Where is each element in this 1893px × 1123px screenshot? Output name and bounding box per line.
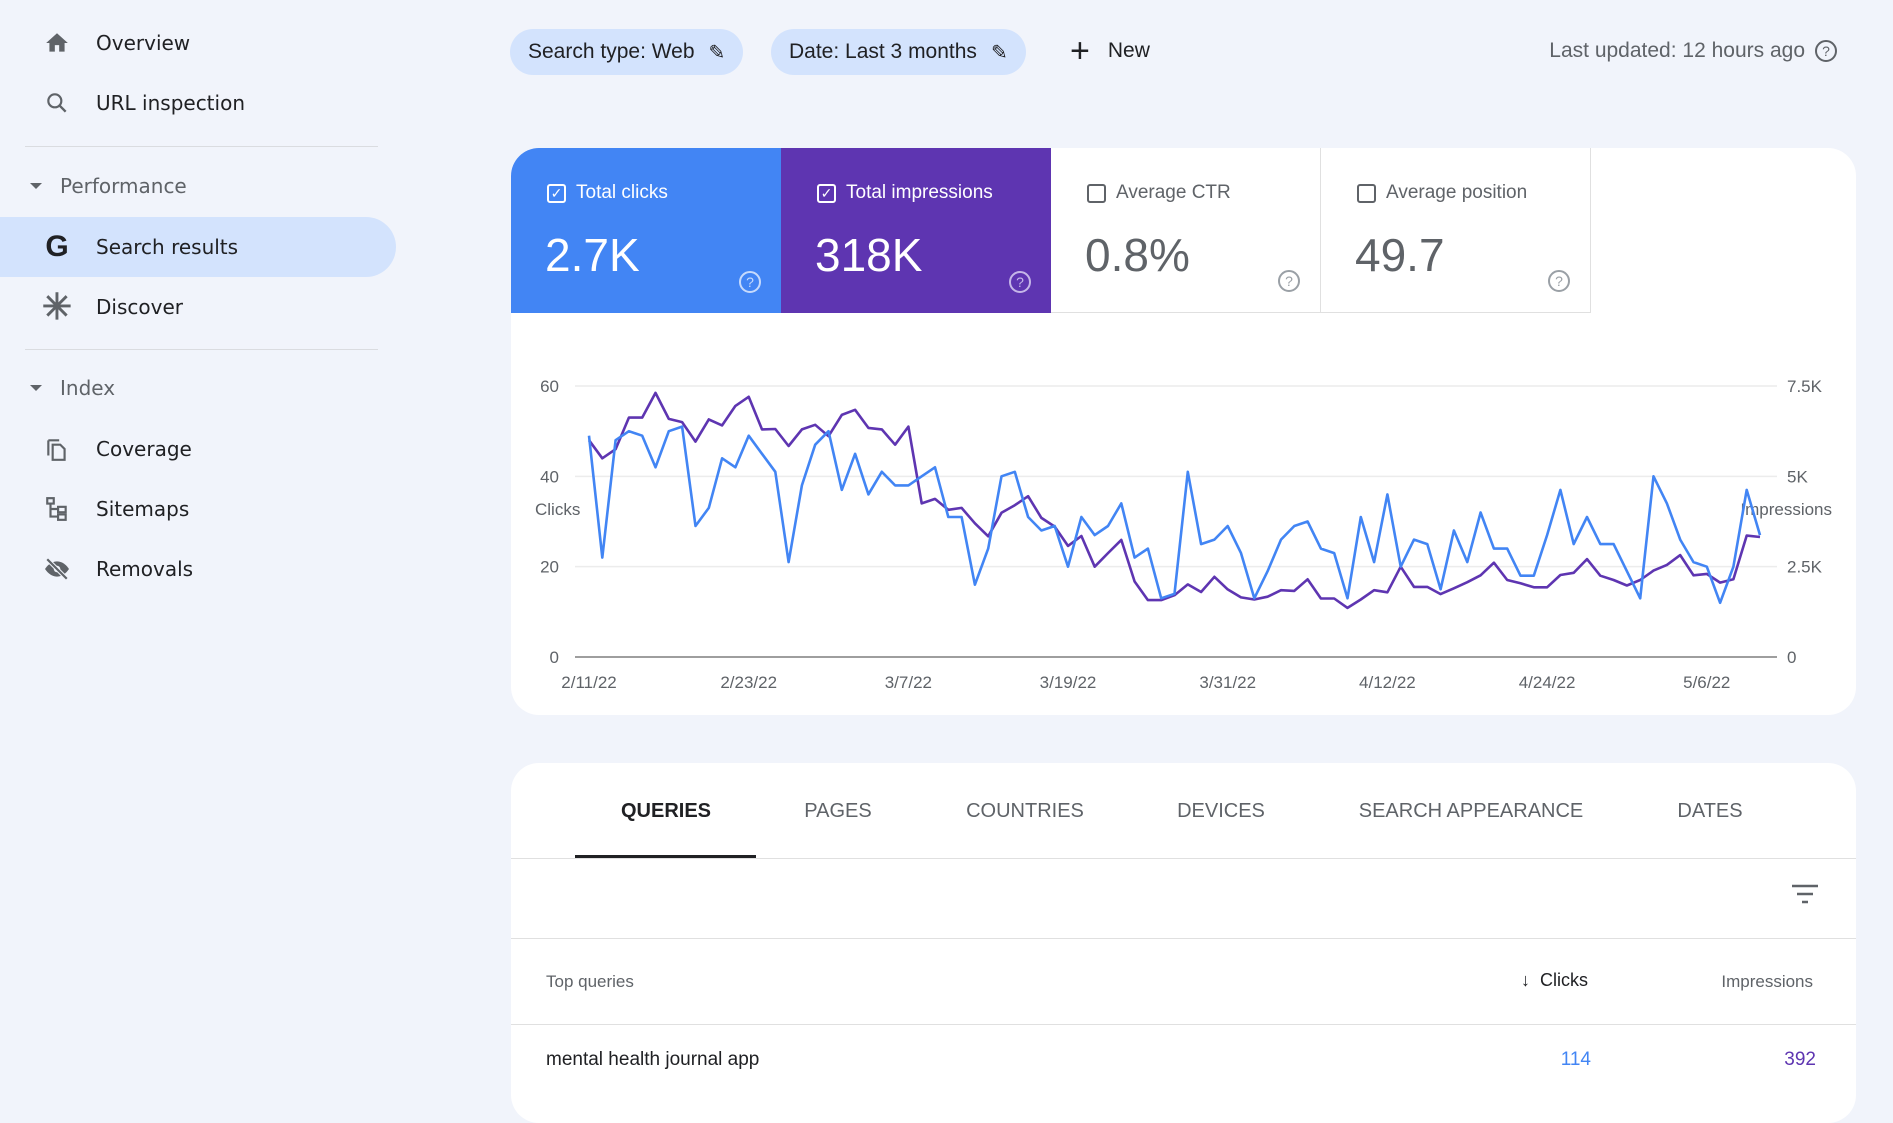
column-header-top-queries: Top queries [546,972,634,991]
query-cell: mental health journal app [546,1049,760,1070]
google-g-icon: G [45,230,69,263]
sidebar-item-coverage[interactable]: Coverage [0,419,396,479]
sitemap-icon [42,494,72,524]
search-icon [42,88,72,118]
metric-average-position[interactable]: Average position 49.7 ? [1321,148,1591,313]
left-axis-title: Clicks [535,500,580,519]
tab-devices[interactable]: DEVICES [1177,800,1265,822]
sidebar-item-search-results[interactable]: G Search results [0,217,396,277]
table-row[interactable]: mental health journal app 114 392 [511,1025,1856,1095]
tab-dates[interactable]: DATES [1677,800,1743,822]
x-tick: 4/24/22 [1519,673,1576,692]
copy-icon [42,434,72,464]
edit-icon: ✎ [708,41,726,64]
x-tick: 3/31/22 [1199,673,1256,692]
home-icon [42,28,72,58]
x-tick: 2/23/22 [720,673,777,692]
eye-off-icon [42,554,72,584]
line-chart: Clicks Impressions 0 0 20 2.5K 40 5K 60 7.5K 2/1… [535,377,1832,692]
x-tick: 2/11/22 [561,673,616,692]
help-icon[interactable]: ? [1548,270,1570,292]
x-tick: 5/6/22 [1683,673,1730,692]
sidebar-item-removals[interactable]: Removals [0,539,396,599]
y-tick-left: 20 [540,558,559,577]
caret-down-icon [30,183,42,189]
plus-icon: + [1070,32,1090,70]
series-line-impressions [587,391,1761,610]
y-tick-right: 7.5K [1787,377,1823,396]
table-card [511,763,1856,1123]
tab-queries[interactable]: QUERIES [620,800,712,822]
sidebar-item-url-inspection[interactable]: URL inspection [0,73,396,133]
x-tick: 3/7/22 [885,673,932,692]
divider [511,1024,1856,1025]
x-tick: 3/19/22 [1040,673,1097,692]
help-icon[interactable]: ? [1278,270,1300,292]
filter-icon[interactable] [1790,882,1820,911]
right-axis-title: Impressions [1740,500,1832,519]
y-tick-left: 0 [550,648,559,667]
y-tick-right: 2.5K [1787,558,1823,577]
sidebar: Overview URL inspection Performance G Se… [0,0,400,1091]
tab-search-appearance[interactable]: SEARCH APPEARANCE [1358,800,1584,822]
y-tick-left: 40 [540,467,559,486]
y-tick-left: 60 [540,377,559,396]
column-header-clicks[interactable]: ↓ Clicks [1521,970,1588,990]
y-tick-right: 5K [1787,467,1808,486]
section-index[interactable]: Index [30,376,115,400]
help-icon[interactable]: ? [739,271,761,293]
checkbox-checked-icon[interactable]: ✓ [547,183,566,203]
caret-down-icon [30,385,42,391]
divider [511,938,1856,939]
arrow-down-icon: ↓ [1521,970,1530,990]
checkbox-checked-icon[interactable]: ✓ [817,183,836,203]
new-filter-button[interactable]: + New [1070,32,1150,70]
sidebar-item-discover[interactable]: ✳ Discover [41,286,183,327]
metric-total-impressions[interactable]: ✓ Total impressions 318K ? [781,148,1051,313]
metric-total-clicks[interactable]: ✓ Total clicks 2.7K ? [511,148,781,313]
impressions-cell: 392 [1784,1049,1816,1070]
checkbox-unchecked-icon[interactable] [1357,183,1376,203]
sidebar-item-sitemaps[interactable]: Sitemaps [0,479,396,539]
asterisk-icon: ✳ [41,286,73,327]
tab-pages[interactable]: PAGES [804,800,872,822]
date-filter-chip[interactable]: Date: Last 3 months ✎ [771,29,1026,75]
last-updated: Last updated: 12 hours ago? [1549,39,1837,63]
column-header-impressions[interactable]: Impressions [1721,972,1813,991]
performance-chart-card: ✓ Total clicks 2.7K ? ✓ Total impressions … [511,148,1856,715]
checkbox-unchecked-icon[interactable] [1087,183,1106,203]
search-type-filter-chip[interactable]: Search type: Web ✎ [510,29,744,75]
divider [511,858,1856,859]
clicks-cell: 114 [1560,1049,1591,1070]
section-performance[interactable]: Performance [30,174,187,198]
edit-icon: ✎ [990,41,1008,64]
tab-countries[interactable]: COUNTRIES [966,800,1084,822]
y-tick-right: 0 [1787,648,1796,667]
help-icon[interactable]: ? [1009,271,1031,293]
selected-tab-indicator [575,855,756,858]
help-icon[interactable]: ? [1815,40,1837,62]
metric-average-ctr[interactable]: Average CTR 0.8% ? [1051,148,1321,313]
x-tick: 4/12/22 [1359,673,1416,692]
series-line-clicks [587,425,1762,605]
divider [25,146,378,147]
sidebar-item-overview[interactable]: Overview [0,13,396,73]
divider [25,349,378,350]
